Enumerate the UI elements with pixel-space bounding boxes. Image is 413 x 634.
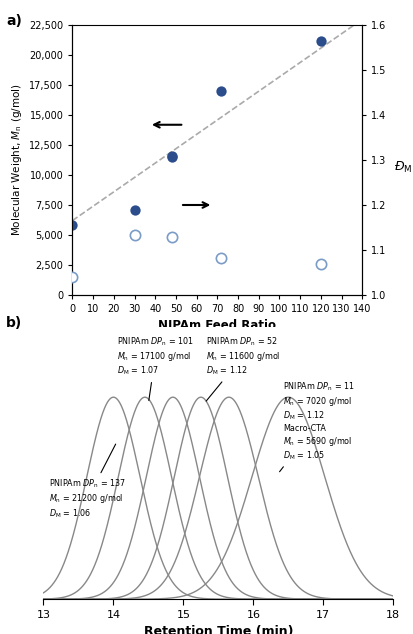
Point [69,220,76,230]
X-axis label: NIPAm Feed Ratio: NIPAm Feed Ratio [158,320,276,332]
Point [131,205,138,215]
Y-axis label: Molecular Weight, $M_{\mathrm{n}}$ (g/mol): Molecular Weight, $M_{\mathrm{n}}$ (g/mo… [10,84,24,236]
Text: PNIPAm $\it{DP}_{\mathrm{n}}$ = 137
$M_{\mathrm{n}}$ = 21200 g/mol
$\it{D}_{\mat: PNIPAm $\it{DP}_{\mathrm{n}}$ = 137 $M_{… [49,444,126,520]
X-axis label: Retention Time (min): Retention Time (min) [143,625,292,634]
Text: b): b) [6,316,22,330]
Point [168,151,175,161]
Y-axis label: $\it{\DH}_{\mathrm{M}}$: $\it{\DH}_{\mathrm{M}}$ [393,160,411,175]
Text: PNIPAm $\it{DP}_{\mathrm{n}}$ = 101
$M_{\mathrm{n}}$ = 17100 g/mol
$\it{D}_{\mat: PNIPAm $\it{DP}_{\mathrm{n}}$ = 101 $M_{… [116,335,193,401]
Point [168,152,175,162]
Point [218,253,224,263]
Point [317,36,323,46]
Point [69,272,76,282]
Point [218,86,224,96]
Point [168,232,175,242]
Point [131,230,138,240]
Point [317,259,323,269]
Text: PNIPAm $\it{DP}_{\mathrm{n}}$ = 52
$M_{\mathrm{n}}$ = 11600 g/mol
$\it{D}_{\math: PNIPAm $\it{DP}_{\mathrm{n}}$ = 52 $M_{\… [205,335,280,401]
Text: a): a) [6,14,22,28]
Text: PNIPAm $\it{DP}_{\mathrm{n}}$ = 11
$M_{\mathrm{n}}$ = 7020 g/mol
$\it{D}_{\mathr: PNIPAm $\it{DP}_{\mathrm{n}}$ = 11 $M_{\… [279,380,354,472]
